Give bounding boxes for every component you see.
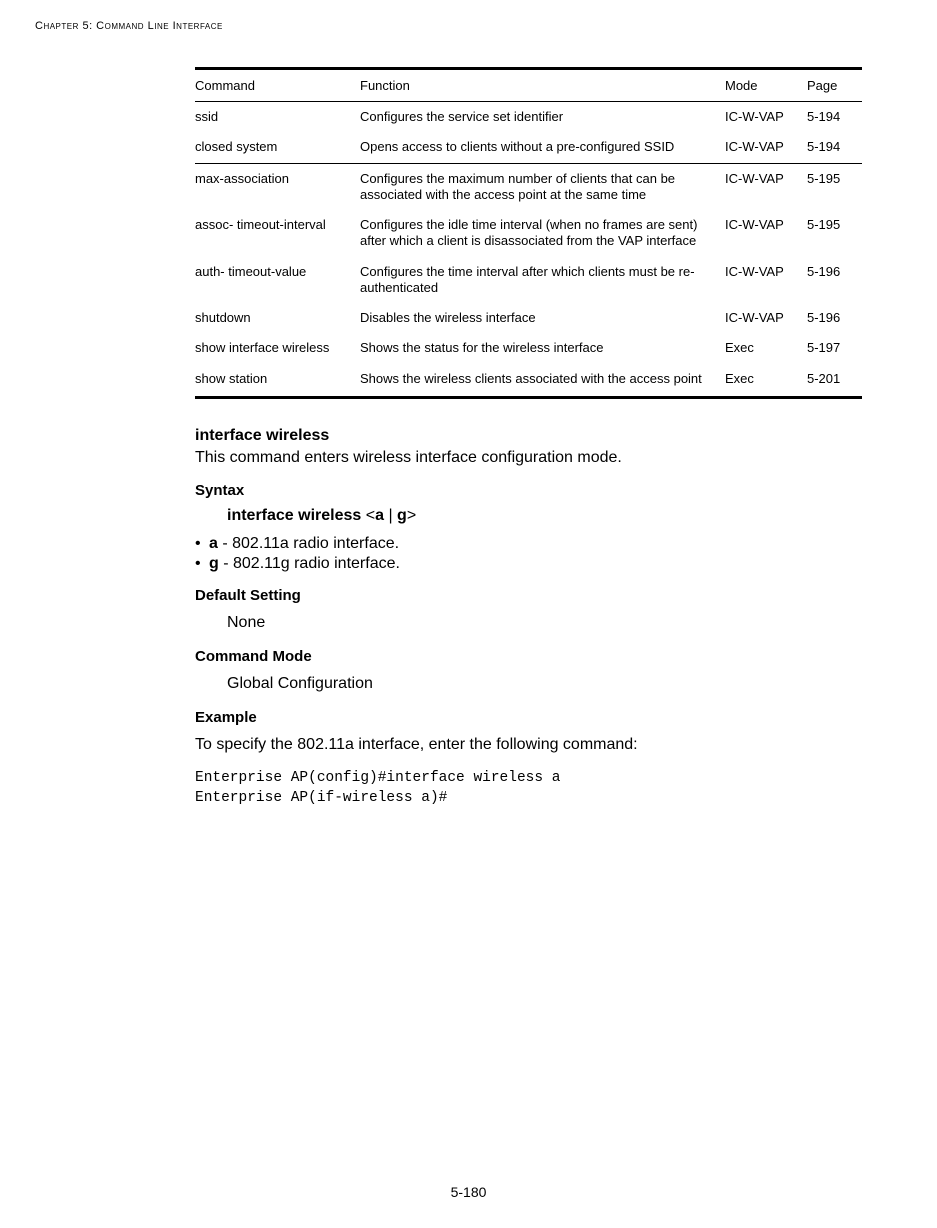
cell-function: Shows the status for the wireless interf… (360, 333, 725, 363)
example-code: Enterprise AP(config)#interface wireless… (195, 769, 862, 808)
bullet-g-key: g (209, 555, 219, 572)
bullet-a-desc: - 802.11a radio interface. (218, 535, 399, 552)
cell-function: Configures the idle time interval (when … (360, 210, 725, 257)
bullet-g-desc: - 802.11g radio interface. (219, 555, 400, 572)
cell-function: Configures the maximum number of clients… (360, 163, 725, 210)
col-header-function: Function (360, 69, 725, 102)
syntax-line: interface wireless <a | g> (227, 507, 862, 525)
syntax-g: g (397, 507, 407, 524)
cell-page: 5-195 (807, 210, 862, 257)
page-content: Command Function Mode Page ssidConfigure… (0, 32, 937, 808)
table-row: show interface wirelessShows the status … (195, 333, 862, 363)
page-number: 5-180 (0, 1184, 937, 1200)
col-header-page: Page (807, 69, 862, 102)
cell-page: 5-195 (807, 163, 862, 210)
cell-command: max-association (195, 163, 360, 210)
bullet-dot-icon: • (195, 535, 209, 553)
default-value: None (227, 612, 862, 634)
cell-mode: IC-W-VAP (725, 210, 807, 257)
bullet-a: •a - 802.11a radio interface. (195, 535, 862, 553)
mode-heading: Command Mode (195, 648, 862, 665)
cell-mode: IC-W-VAP (725, 303, 807, 333)
table-body: ssidConfigures the service set identifie… (195, 102, 862, 398)
cell-page: 5-201 (807, 364, 862, 398)
cell-mode: Exec (725, 333, 807, 363)
mode-value: Global Configuration (227, 673, 862, 695)
col-header-mode: Mode (725, 69, 807, 102)
table-row: auth- timeout-valueConfigures the time i… (195, 257, 862, 304)
syntax-gt: > (407, 507, 416, 524)
cell-function: Disables the wireless interface (360, 303, 725, 333)
syntax-pipe: | (384, 507, 397, 524)
cell-page: 5-196 (807, 303, 862, 333)
table-row: closed systemOpens access to clients wit… (195, 132, 862, 163)
table-row: show stationShows the wireless clients a… (195, 364, 862, 398)
col-header-command: Command (195, 69, 360, 102)
cell-command: ssid (195, 102, 360, 133)
cell-page: 5-196 (807, 257, 862, 304)
bullet-dot-icon: • (195, 555, 209, 573)
table-row: ssidConfigures the service set identifie… (195, 102, 862, 133)
cell-mode: Exec (725, 364, 807, 398)
example-heading: Example (195, 709, 862, 726)
cell-mode: IC-W-VAP (725, 102, 807, 133)
table-row: shutdownDisables the wireless interfaceI… (195, 303, 862, 333)
cell-command: auth- timeout-value (195, 257, 360, 304)
default-heading: Default Setting (195, 587, 862, 604)
syntax-lt: < (366, 507, 375, 524)
section-title: interface wireless (195, 427, 862, 445)
table-row: assoc- timeout-intervalConfigures the id… (195, 210, 862, 257)
cell-command: assoc- timeout-interval (195, 210, 360, 257)
cell-function: Configures the service set identifier (360, 102, 725, 133)
command-table: Command Function Mode Page ssidConfigure… (195, 67, 862, 399)
cell-page: 5-194 (807, 132, 862, 163)
cell-page: 5-197 (807, 333, 862, 363)
bullet-a-key: a (209, 535, 218, 552)
table-header-row: Command Function Mode Page (195, 69, 862, 102)
cell-mode: IC-W-VAP (725, 257, 807, 304)
cell-function: Opens access to clients without a pre-co… (360, 132, 725, 163)
syntax-a: a (375, 507, 384, 524)
chapter-header: Chapter 5: Command Line Interface (0, 0, 937, 32)
bullet-g: •g - 802.11g radio interface. (195, 555, 862, 573)
syntax-heading: Syntax (195, 482, 862, 499)
table-row: max-associationConfigures the maximum nu… (195, 163, 862, 210)
cell-page: 5-194 (807, 102, 862, 133)
cell-mode: IC-W-VAP (725, 163, 807, 210)
cell-function: Shows the wireless clients associated wi… (360, 364, 725, 398)
section-intro: This command enters wireless interface c… (195, 447, 862, 469)
cell-mode: IC-W-VAP (725, 132, 807, 163)
example-intro: To specify the 802.11a interface, enter … (195, 734, 862, 756)
chapter-label: Chapter 5: Command Line Interface (35, 20, 223, 32)
cell-command: show station (195, 364, 360, 398)
cell-command: show interface wireless (195, 333, 360, 363)
cell-command: shutdown (195, 303, 360, 333)
syntax-cmd: interface wireless (227, 507, 361, 524)
cell-command: closed system (195, 132, 360, 163)
cell-function: Configures the time interval after which… (360, 257, 725, 304)
